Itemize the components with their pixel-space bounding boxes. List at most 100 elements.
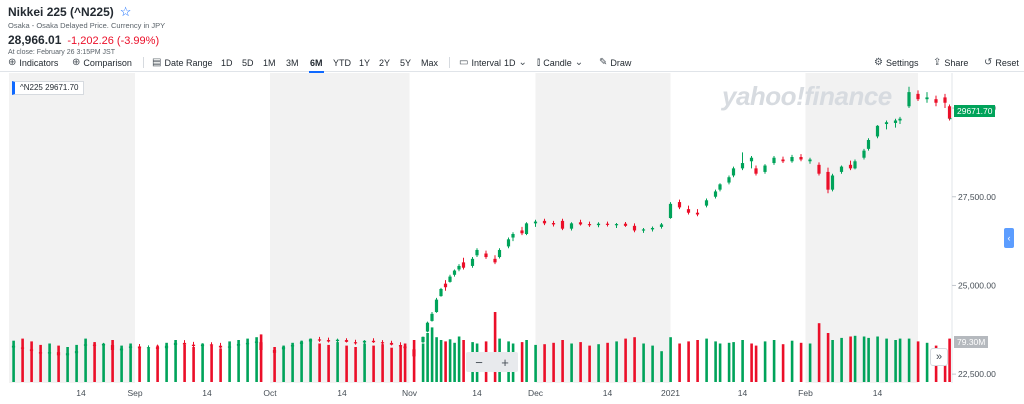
volume-bar [372,345,375,382]
candle-body [457,265,461,270]
volume-bar [790,340,794,382]
candle-body [475,249,479,256]
candle-body [421,336,425,343]
volume-bar [876,336,879,382]
x-tick-label: 14 [337,388,347,398]
range-1y[interactable]: 1Y [359,57,371,68]
toolbar-divider [449,57,450,68]
month-band [9,73,135,383]
candle-body [430,313,434,321]
candle-body [947,106,952,119]
reset-icon: ↺ [984,57,993,68]
candle-body [506,239,511,247]
range-1d[interactable]: 1D [221,57,233,68]
volume-bar [174,340,177,382]
volume-bar [255,337,258,382]
candle-body [335,339,340,342]
volume-bar [696,340,699,382]
range-3m[interactable]: 3M [286,57,299,68]
candle-body [209,344,214,346]
volume-bar [754,345,758,382]
volume-bar [430,327,434,382]
range-5d[interactable]: 5D [242,57,254,68]
volume-bar [894,340,897,382]
interval-dropdown[interactable]: ▭ Interval 1D ⌄ [459,57,527,68]
range-1m[interactable]: 1M [263,57,276,68]
month-band [805,73,918,383]
settings-button[interactable]: ⚙ Settings [874,57,919,68]
volume-bar [862,336,866,382]
candle-body [578,222,583,225]
volume-bar [552,342,555,382]
share-button[interactable]: ⇪ Share [933,57,969,68]
range-6m[interactable]: 6M [309,57,324,73]
candle-body [191,344,196,347]
candle-body [596,223,601,226]
star-icon[interactable]: ☆ [119,4,132,19]
candle-body [848,164,853,169]
candle-body [20,347,25,349]
range-2y[interactable]: 2Y [379,57,391,68]
volume-bar [831,340,834,382]
candle-body [461,262,466,268]
range-5y[interactable]: 5Y [400,57,412,68]
volume-bar [228,341,231,382]
volume-tag: 79.30M [954,336,989,348]
volume-bar [156,345,159,382]
volume-bar [615,341,618,382]
candle-body [799,157,803,160]
candle-body [520,230,524,234]
x-tick-label: Oct [263,388,277,398]
price-chart[interactable]: 30,000.0027,500.0025,000.0022,500.0014Se… [0,73,1024,404]
indicators-button[interactable]: ⊕ Indicators [8,57,59,68]
volume-bar [772,340,776,382]
x-tick-label: Sep [127,388,142,398]
candle-body [853,161,857,169]
volume-bar [66,347,69,382]
candle-body [173,342,178,346]
candle-body [362,340,367,343]
candle-body [398,345,403,347]
reset-button[interactable]: ↺ Reset [984,57,1019,68]
candle-body [353,342,358,344]
volume-bar [781,344,785,382]
candle-body [200,344,205,347]
candle-body [47,352,52,354]
candle-body [898,118,902,121]
candle-body [884,122,889,125]
x-tick-label: 14 [472,388,482,398]
range-max[interactable]: Max [421,57,439,68]
candle-body [101,343,106,346]
zoom-in-button[interactable]: + [501,354,509,370]
symbol-legend[interactable]: ^N225 29671.70 [12,81,84,95]
volume-bar [246,338,249,382]
x-tick-label: 2021 [661,388,680,398]
draw-button[interactable]: ✎ Draw [599,57,632,68]
volume-bar [444,341,447,382]
double-chevron-right-icon[interactable]: » [930,348,948,366]
volume-bar [282,345,285,382]
candle-body [403,346,407,349]
y-tick-label: 27,500.00 [958,192,996,202]
candle-body [907,92,911,107]
volume-bar [520,342,524,382]
candle-body [623,223,628,226]
candle-body [65,353,70,356]
volume-bar [345,345,348,382]
candle-body [718,184,722,190]
range-ytd[interactable]: YTD [333,57,351,68]
quote-title: Nikkei 225 (^N225) [8,5,114,19]
comparison-button[interactable]: ⊕ Comparison [72,57,132,68]
candle-body [146,347,151,349]
candle-body [893,120,898,123]
candle-body [83,344,88,346]
zoom-out-button[interactable]: − [475,354,483,370]
volume-bar [579,342,582,382]
date-range-button[interactable]: ▤ Date Range [152,57,213,68]
month-band [535,73,671,383]
candle-body [110,345,115,351]
chart-type-dropdown[interactable]: ⫾ Candle ⌄ [537,57,584,68]
chevron-left-icon[interactable]: ‹ [1004,228,1014,248]
volume-bar [30,341,33,382]
candle-body [790,157,794,162]
